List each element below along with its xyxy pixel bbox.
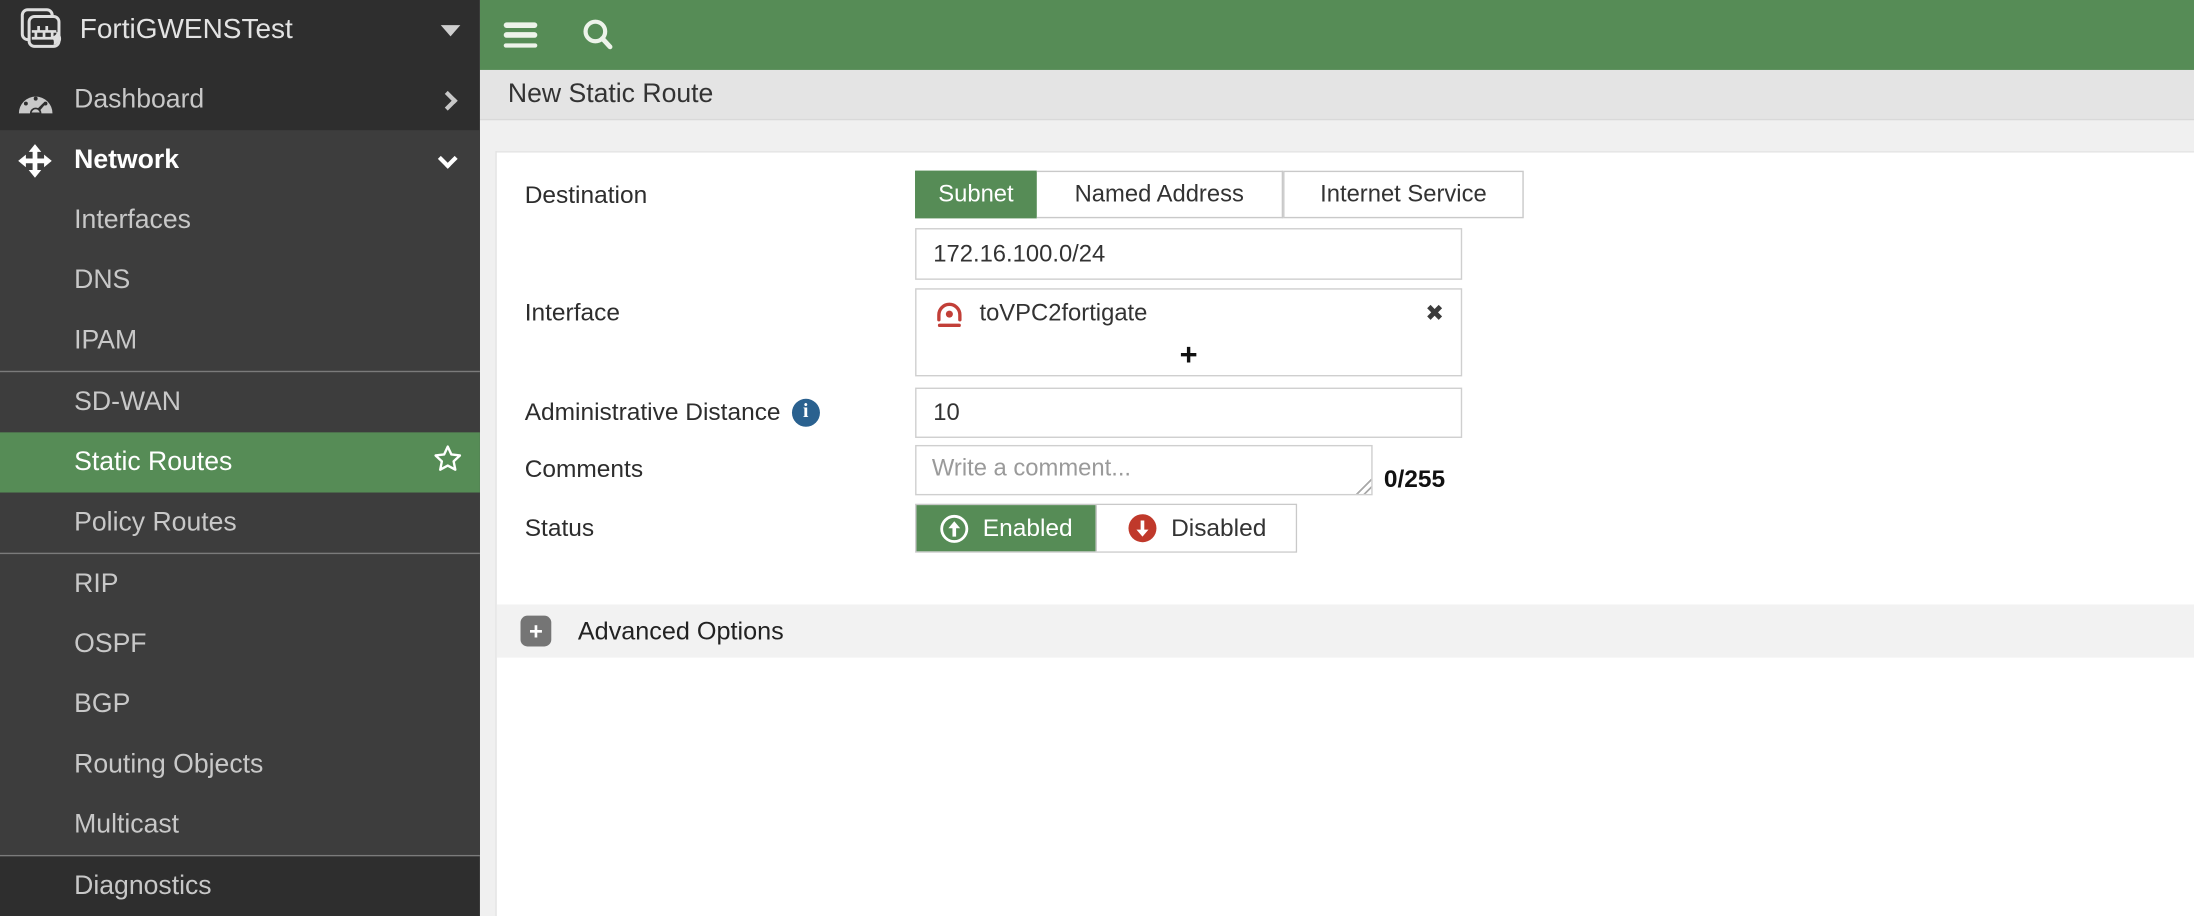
sidebar-item-label: Diagnostics <box>74 871 212 901</box>
sidebar-item-label: RIP <box>74 568 119 599</box>
interface-row: Interface toVPC2fortigate ✖ + <box>497 288 2194 377</box>
sidebar-item-label: BGP <box>74 689 131 719</box>
sidebar-item-ipam[interactable]: IPAM <box>0 311 480 371</box>
arrow-up-circle-icon <box>940 514 969 543</box>
interface-entry: toVPC2fortigate ✖ <box>916 290 1460 338</box>
sidebar-item-multicast[interactable]: Multicast <box>0 795 480 855</box>
search-icon[interactable] <box>579 17 615 53</box>
info-icon[interactable]: i <box>791 398 820 427</box>
expand-plus-icon[interactable]: + <box>520 615 552 647</box>
network-move-icon <box>6 130 65 190</box>
destination-row: Destination Subnet Named Address Interne… <box>497 170 2194 219</box>
chevron-down-icon <box>437 148 458 169</box>
sidebar-item-label: SD-WAN <box>74 386 181 417</box>
sidebar-item-diagnostics[interactable]: Diagnostics <box>0 856 480 916</box>
sidebar-item-label: Policy Routes <box>74 507 237 537</box>
vdom-selector[interactable]: FortiGWENSTest <box>0 0 480 60</box>
comments-label: Comments <box>524 454 644 483</box>
divider <box>0 552 480 555</box>
sidebar-item-routing-objects[interactable]: Routing Objects <box>0 735 480 795</box>
sidebar-item-dns[interactable]: DNS <box>0 250 480 310</box>
status-label: Status <box>524 513 595 542</box>
main-area: New Static Route Destination Subnet Name… <box>479 0 2194 916</box>
caret-down-icon <box>440 24 461 36</box>
form-panel: Destination Subnet Named Address Interne… <box>495 151 2194 916</box>
favorite-star-icon[interactable] <box>432 443 463 482</box>
sidebar-item-label: IPAM <box>74 325 138 355</box>
comments-row: Comments 0/255 <box>497 444 2194 496</box>
admin-distance-input[interactable] <box>915 387 1463 438</box>
advanced-options-label: Advanced Options <box>577 616 784 645</box>
status-disabled-button[interactable]: Disabled <box>1095 505 1296 552</box>
destination-label: Destination <box>524 180 648 209</box>
sidebar-item-interfaces[interactable]: Interfaces <box>0 190 480 250</box>
network-group: Network Interfaces DNS IPAM SD-WAN Stati <box>0 130 480 855</box>
sidebar-item-label: Routing Objects <box>74 749 264 779</box>
sidebar-item-label: Multicast <box>74 809 180 839</box>
interface-entry-name: toVPC2fortigate <box>979 299 1148 327</box>
status-enabled-button[interactable]: Enabled <box>916 505 1096 552</box>
content-area: Destination Subnet Named Address Interne… <box>479 120 2194 916</box>
divider <box>0 370 480 373</box>
sidebar-nav: Dashboard Network Interfaces <box>0 70 480 916</box>
sidebar-item-label: Static Routes <box>74 447 233 477</box>
sidebar-item-static-routes[interactable]: Static Routes <box>0 432 480 493</box>
sidebar-item-network[interactable]: Network <box>0 130 480 190</box>
fortigate-logo-icon <box>20 8 62 48</box>
arrow-down-circle-icon <box>1128 514 1157 543</box>
sidebar: FortiGWENSTest Dashboard <box>0 0 480 916</box>
top-bar <box>479 0 2194 70</box>
tunnel-interface-icon <box>937 302 962 327</box>
interface-select-box[interactable]: toVPC2fortigate ✖ + <box>915 288 1463 377</box>
sidebar-item-label: Interfaces <box>74 204 191 235</box>
page-title: New Static Route <box>507 79 714 109</box>
comments-textarea[interactable] <box>915 444 1373 496</box>
sidebar-item-sd-wan[interactable]: SD-WAN <box>0 372 480 432</box>
admin-distance-label: Administrative Distance <box>524 397 781 426</box>
status-toggle: Enabled Disabled <box>915 503 1298 553</box>
sidebar-item-dashboard[interactable]: Dashboard <box>0 70 480 130</box>
sidebar-item-rip[interactable]: RIP <box>0 554 480 614</box>
menu-icon[interactable] <box>503 22 538 48</box>
admin-distance-row: Administrative Distance i <box>497 387 2194 438</box>
sidebar-item-bgp[interactable]: BGP <box>0 674 480 734</box>
tab-named-address[interactable]: Named Address <box>1036 170 1284 219</box>
add-interface-button[interactable]: + <box>1179 337 1198 373</box>
tab-internet-service[interactable]: Internet Service <box>1283 170 1524 219</box>
sidebar-item-label: Dashboard <box>74 84 205 115</box>
divider <box>0 854 480 857</box>
remove-interface-icon[interactable]: ✖ <box>1425 302 1445 327</box>
sidebar-item-ospf[interactable]: OSPF <box>0 614 480 674</box>
resize-handle[interactable] <box>1355 478 1372 494</box>
destination-value-row <box>497 228 2194 280</box>
destination-subnet-input[interactable] <box>915 228 1463 280</box>
tab-subnet[interactable]: Subnet <box>915 170 1037 219</box>
dashboard-gauge-icon <box>6 70 65 130</box>
sidebar-item-policy-routes[interactable]: Policy Routes <box>0 493 480 553</box>
page-title-bar: New Static Route <box>479 69 2194 121</box>
advanced-options-expander[interactable]: + Advanced Options <box>496 604 2194 658</box>
chevron-right-icon <box>437 90 458 110</box>
status-row: Status Enabled <box>497 503 2194 553</box>
destination-type-tabs: Subnet Named Address Internet Service <box>915 170 1524 219</box>
sidebar-item-label: DNS <box>74 265 131 295</box>
sidebar-item-label: Network <box>74 144 180 175</box>
interface-label: Interface <box>524 298 621 327</box>
brand-title: FortiGWENSTest <box>79 13 293 45</box>
sidebar-item-label: OSPF <box>74 628 147 659</box>
comments-char-counter: 0/255 <box>1383 464 1446 493</box>
